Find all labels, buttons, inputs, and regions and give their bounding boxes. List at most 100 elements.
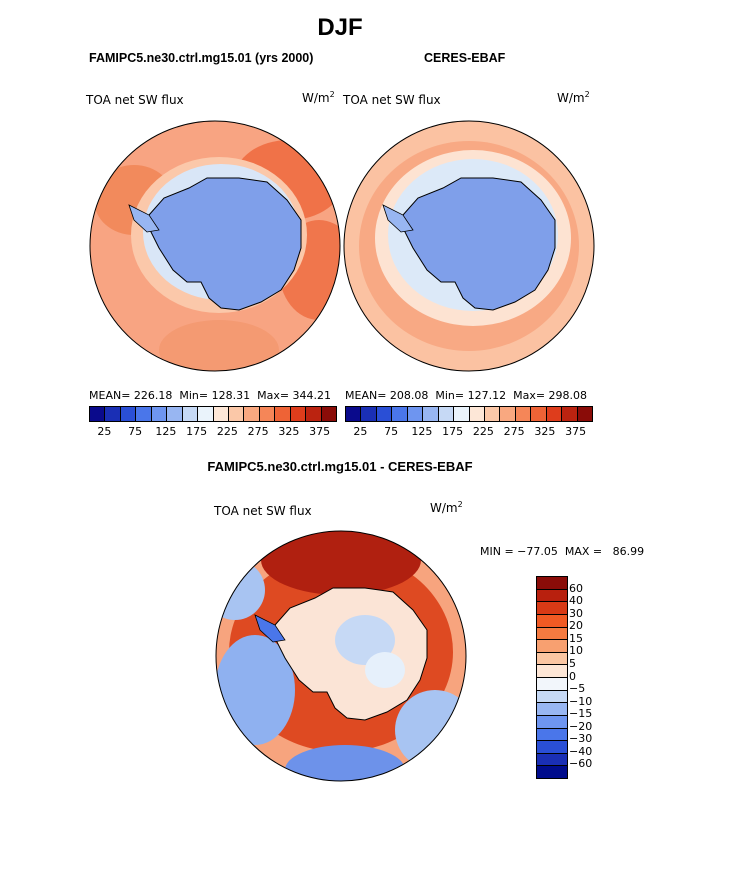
antarctic-peninsula: [128, 204, 160, 233]
colorbar-swatch: [537, 577, 567, 590]
colorbar-swatch: [454, 407, 470, 421]
colorbar-swatch: [392, 407, 408, 421]
colorbar-swatch: [537, 753, 567, 767]
colorbar-tick-label: −5: [569, 682, 586, 696]
panel-1-variable: TOA net SW flux: [86, 93, 184, 107]
colorbar-swatch: [244, 407, 260, 421]
map-border: [89, 120, 341, 372]
diff-panel-units: W/m2: [430, 500, 463, 515]
antarctica-landmass: [148, 177, 302, 311]
colorbar-tick-label: 75: [384, 425, 399, 438]
colorbar-swatch: [537, 602, 567, 615]
colorbar-swatch: [259, 407, 276, 421]
colorbar-swatch: [105, 407, 121, 421]
colorbar-tick-label: 175: [186, 425, 208, 438]
ice-sheet-bias: [335, 615, 395, 665]
colorbar-tick-label: 275: [247, 425, 269, 438]
panel-1-units: W/m2: [302, 90, 335, 105]
colorbar-swatch: [167, 407, 183, 421]
colorbar-swatch: [537, 703, 567, 716]
colorbar-swatch: [537, 728, 567, 742]
colorbar-tick-label: −30: [569, 732, 593, 746]
antarctic-peninsula: [254, 614, 286, 643]
negative-bias-region: [216, 635, 295, 745]
colorbar-swatch: [182, 407, 199, 421]
colorbar-tick-label: −20: [569, 719, 593, 733]
units-text: W/m: [302, 91, 330, 105]
units-text: W/m: [557, 91, 585, 105]
panel-2-stats: MEAN= 208.08 Min= 127.12 Max= 298.08: [345, 389, 588, 402]
colorbar-tick-label: 125: [155, 425, 177, 438]
colorbar-model: [89, 406, 337, 422]
colorbar-swatch: [562, 407, 578, 421]
colorbar-tick-label: 125: [411, 425, 433, 438]
map-difference: [215, 530, 467, 782]
colorbar-swatch: [537, 678, 567, 691]
colorbar-swatch: [213, 407, 229, 421]
negative-bias-region: [285, 745, 405, 781]
colorbar-swatch: [537, 766, 567, 778]
colorbar-swatch: [531, 407, 547, 421]
units-text: W/m: [430, 501, 458, 515]
colorbar-swatch: [321, 407, 336, 421]
colorbar-tick-label: −40: [569, 744, 593, 758]
colorbar-swatch: [469, 407, 485, 421]
colorbar-tick-label: 60: [569, 581, 583, 595]
diff-minmax: MIN = −77.05 MAX = 86.99: [480, 545, 645, 558]
colorbar-swatch: [546, 407, 563, 421]
map-observations: [343, 120, 595, 372]
colorbar-swatch: [90, 407, 106, 421]
colorbar-tick-label: 30: [569, 606, 583, 620]
colorbar-swatch: [537, 627, 567, 641]
high-flux-region: [159, 320, 279, 371]
colorbar-tick-label: 25: [97, 425, 112, 438]
colorbar-swatch: [537, 614, 567, 628]
colorbar-tick-label: 325: [278, 425, 300, 438]
colorbar-swatch: [484, 407, 501, 421]
colorbar-difference: [536, 576, 568, 779]
colorbar-swatch: [537, 665, 567, 678]
positive-bias-region: [261, 531, 421, 595]
colorbar-swatch: [376, 407, 393, 421]
colorbar-swatch: [577, 407, 592, 421]
colorbar-tick-label: 225: [216, 425, 238, 438]
colorbar-tick-label: 175: [442, 425, 464, 438]
colorbar-tick-label: 375: [565, 425, 587, 438]
colorbar-swatch: [306, 407, 322, 421]
colorbar-swatch: [290, 407, 307, 421]
colorbar-swatch: [537, 640, 567, 653]
colorbar-swatch: [537, 690, 567, 704]
colorbar-swatch: [537, 741, 567, 754]
panel-2-title: CERES-EBAF: [424, 51, 506, 65]
colorbar-swatch: [537, 589, 567, 603]
diff-panel-variable: TOA net SW flux: [214, 504, 312, 518]
colorbar-swatch: [136, 407, 152, 421]
colorbar-tick-label: 10: [569, 644, 583, 658]
colorbar-swatch: [151, 407, 168, 421]
colorbar-swatch: [228, 407, 245, 421]
ice-sheet-bias: [365, 652, 405, 688]
colorbar-swatch: [438, 407, 455, 421]
colorbar-swatch: [346, 407, 362, 421]
colorbar-tick-label: 225: [472, 425, 494, 438]
units-exponent: 2: [329, 90, 335, 99]
colorbar-observations: [345, 406, 593, 422]
colorbar-tick-label: −15: [569, 707, 593, 721]
colorbar-swatch: [120, 407, 137, 421]
colorbar-swatch: [275, 407, 291, 421]
panel-1-title: FAMIPC5.ne30.ctrl.mg15.01 (yrs 2000): [89, 51, 314, 65]
colorbar-tick-label: 325: [534, 425, 556, 438]
colorbar-swatch: [423, 407, 439, 421]
colorbar-tick-label: 20: [569, 619, 583, 633]
colorbar-swatch: [407, 407, 424, 421]
colorbar-swatch: [537, 652, 567, 666]
diff-panel-title: FAMIPC5.ne30.ctrl.mg15.01 - CERES-EBAF: [207, 459, 473, 474]
colorbar-swatch: [515, 407, 532, 421]
colorbar-tick-label: 0: [569, 669, 576, 683]
colorbar-tick-label: 25: [353, 425, 368, 438]
colorbar-swatch: [500, 407, 516, 421]
colorbar-tick-label: 275: [503, 425, 525, 438]
panel-1-stats: MEAN= 226.18 Min= 128.31 Max= 344.21: [89, 389, 332, 402]
units-exponent: 2: [584, 90, 590, 99]
panel-2-variable: TOA net SW flux: [343, 93, 441, 107]
